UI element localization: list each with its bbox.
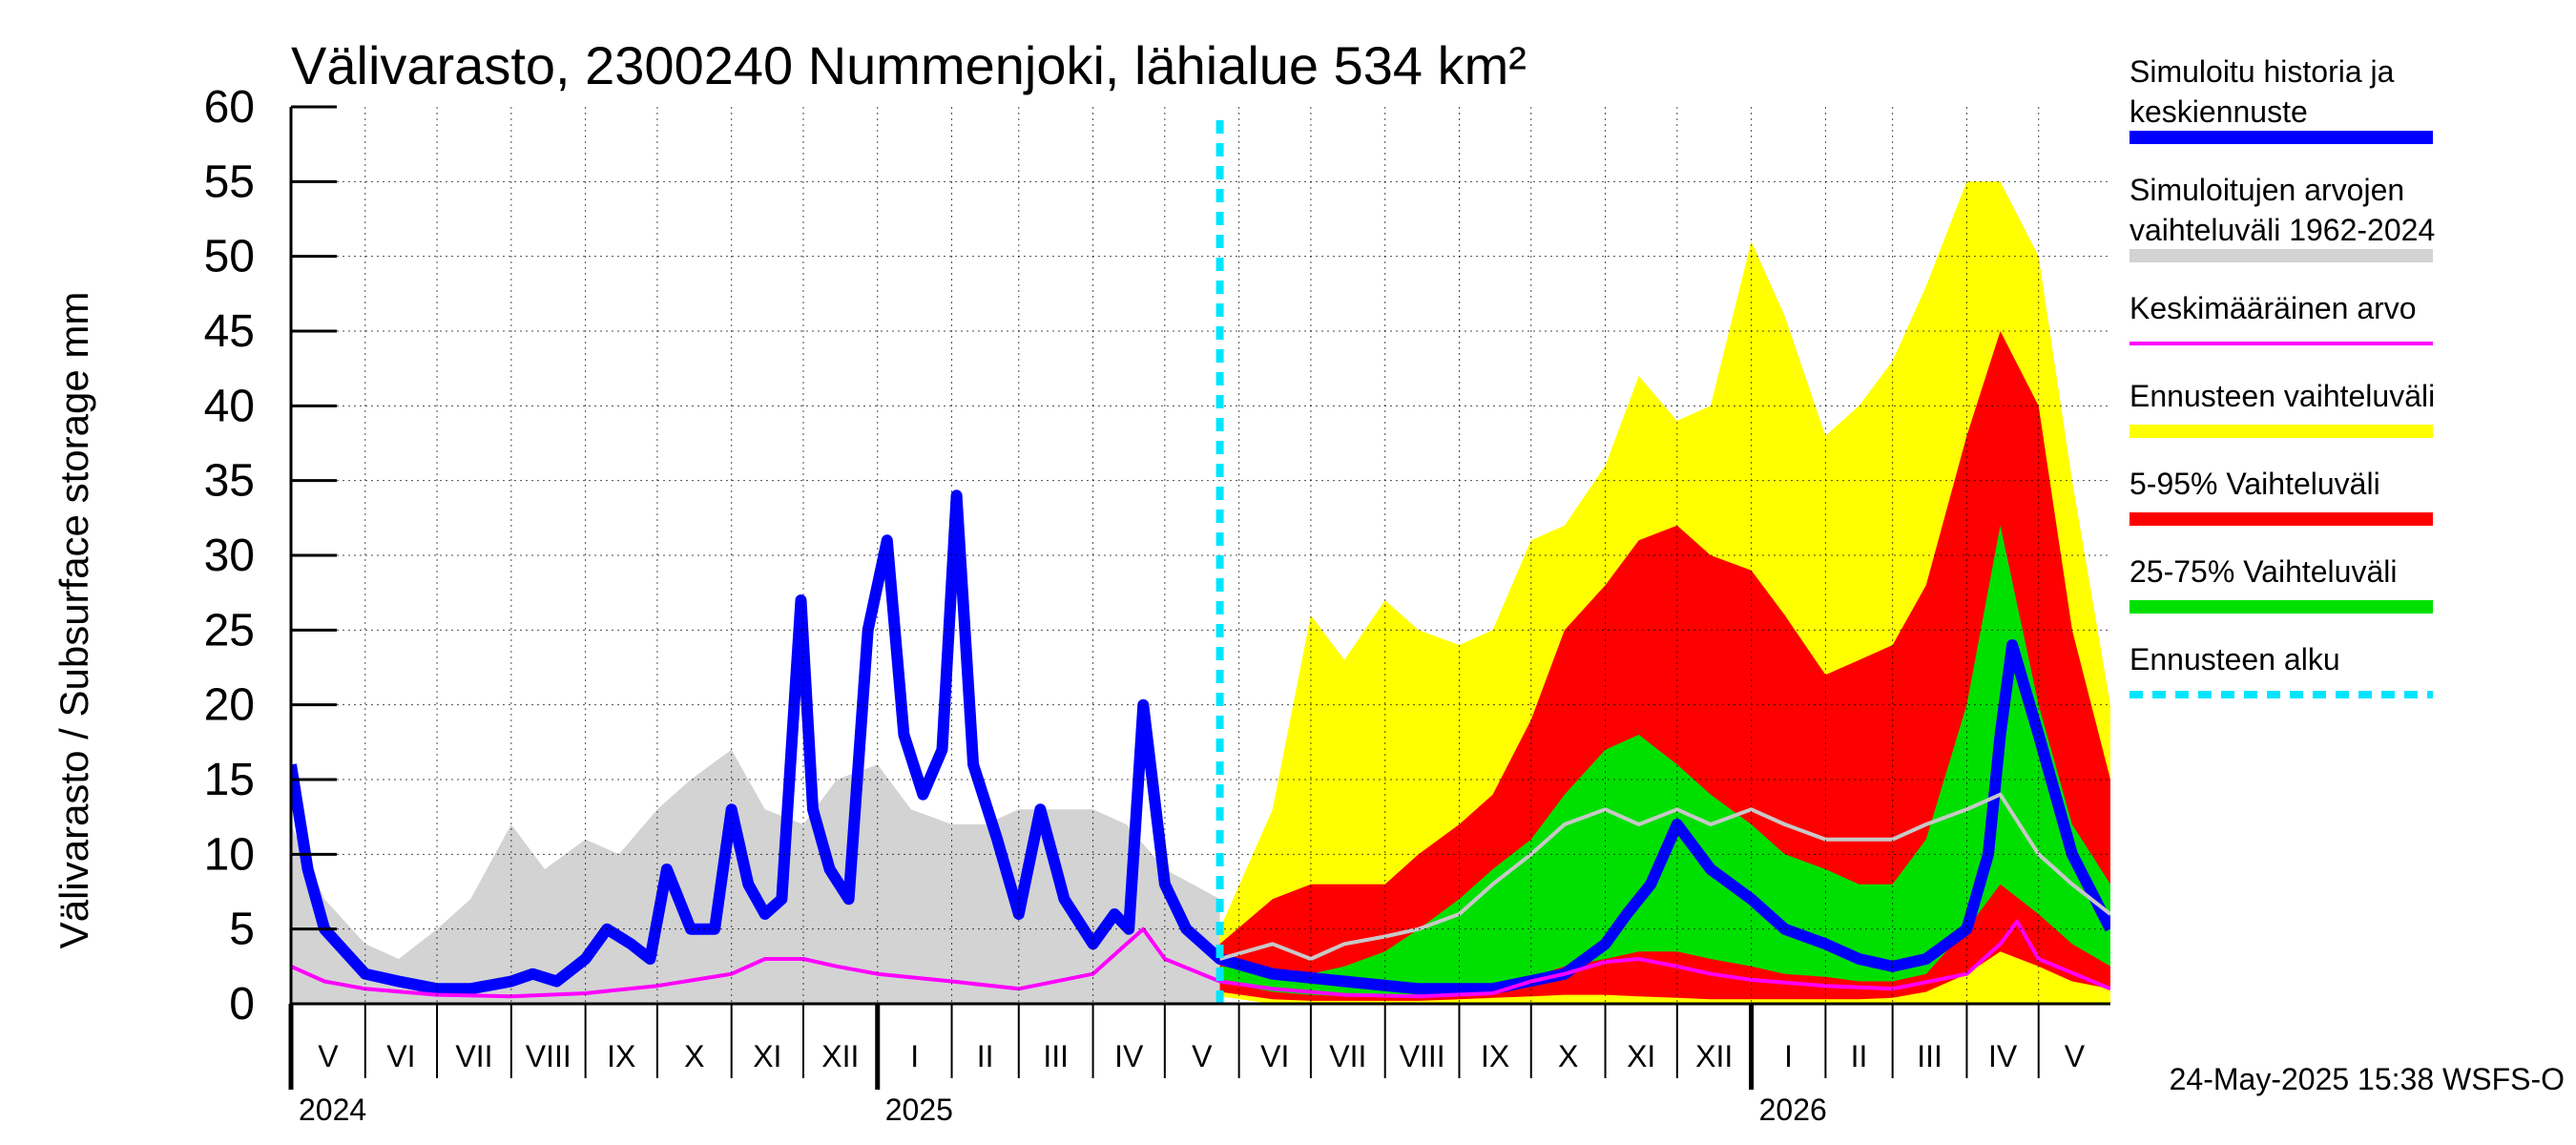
timestamp-footer: 24-May-2025 15:38 WSFS-O (2170, 1062, 2565, 1096)
x-month-label: IV (1114, 1039, 1144, 1073)
series-line-1 (291, 919, 2110, 999)
x-month-label: VI (386, 1039, 415, 1073)
legend-label: Simuloitujen arvojen (2129, 173, 2404, 207)
legend-label: 5-95% Vaihteluväli (2129, 467, 2380, 501)
x-month-label: VII (1329, 1039, 1366, 1073)
x-month-label: IX (607, 1039, 635, 1073)
x-month-label: IV (1988, 1039, 2018, 1073)
series-group (291, 489, 2110, 999)
y-tick-label: 45 (204, 306, 255, 357)
band-area-0 (291, 749, 1220, 1004)
x-year-label: 2026 (1759, 1093, 1827, 1127)
legend-label: vaihteluväli 1962-2024 (2129, 213, 2435, 247)
grid (291, 107, 2110, 1004)
x-month-label: VII (455, 1039, 492, 1073)
y-tick-label: 0 (229, 979, 255, 1030)
y-tick-label: 60 (204, 82, 255, 133)
y-tick-label: 55 (204, 156, 255, 207)
x-month-label: III (1043, 1039, 1069, 1073)
plot-area (291, 107, 2110, 1004)
legend-item: Simuloitu historia ja keskiennuste (2129, 54, 2433, 144)
legend-item: Ennusteen alku (2129, 642, 2433, 698)
legend-item: Simuloitujen arvojen vaihteluväli 1962-20… (2129, 173, 2435, 262)
x-month-label: X (1558, 1039, 1578, 1073)
legend: Simuloitu historia jakeskiennusteSimuloi… (2129, 54, 2435, 698)
x-month-label: II (977, 1039, 994, 1073)
band-area-3 (1219, 525, 2110, 997)
y-tick-label: 40 (204, 381, 255, 431)
x-month-label: I (1784, 1039, 1793, 1073)
series-line-0 (291, 489, 2110, 995)
x-year-label: 2024 (299, 1093, 366, 1127)
legend-item: Keskimääräinen arvo (2129, 291, 2433, 345)
x-month-label: V (1192, 1039, 1213, 1073)
x-month-label: VIII (526, 1039, 571, 1073)
x-month-label: I (910, 1039, 919, 1073)
legend-item: 25-75% Vaihteluväli (2129, 554, 2433, 614)
legend-label: 25-75% Vaihteluväli (2129, 554, 2397, 589)
y-tick-label: 25 (204, 605, 255, 656)
x-month-label: X (684, 1039, 704, 1073)
x-month-label: II (1851, 1039, 1868, 1073)
legend-label: Ennusteen alku (2129, 642, 2340, 677)
y-tick-label: 15 (204, 755, 255, 805)
y-axis-label: Välivarasto / Subsurface storage mm (52, 292, 96, 949)
band-group (291, 181, 2110, 1004)
x-year-label: 2025 (885, 1093, 953, 1127)
legend-item: Ennusteen vaihteluväli (2129, 379, 2435, 438)
y-tick-label: 50 (204, 232, 255, 282)
legend-label: Keskimääräinen arvo (2129, 291, 2417, 325)
x-month-label: VI (1260, 1039, 1289, 1073)
band-area-2 (1219, 331, 2110, 1001)
legend-label: Simuloitu historia ja (2129, 54, 2395, 89)
series-line-2 (1219, 792, 2110, 961)
x-month-label: VIII (1400, 1039, 1445, 1073)
chart-title: Välivarasto, 2300240 Nummenjoki, lähialu… (291, 35, 1527, 95)
x-month-label: XII (1695, 1039, 1733, 1073)
y-tick-label: 30 (204, 531, 255, 581)
x-month-label: V (2065, 1039, 2086, 1073)
y-tick-label: 5 (229, 905, 255, 955)
y-tick-label: 35 (204, 456, 255, 507)
legend-item: 5-95% Vaihteluväli (2129, 467, 2433, 526)
legend-label: keskiennuste (2129, 94, 2308, 129)
y-tick-label: 10 (204, 829, 255, 880)
x-month-label: V (318, 1039, 339, 1073)
x-month-label: XII (821, 1039, 859, 1073)
x-month-label: III (1917, 1039, 1942, 1073)
x-month-label: XI (1627, 1039, 1655, 1073)
x-month-label: XI (753, 1039, 781, 1073)
x-month-label: IX (1481, 1039, 1509, 1073)
y-tick-label: 20 (204, 680, 255, 731)
legend-label: Ennusteen vaihteluväli (2129, 379, 2435, 413)
